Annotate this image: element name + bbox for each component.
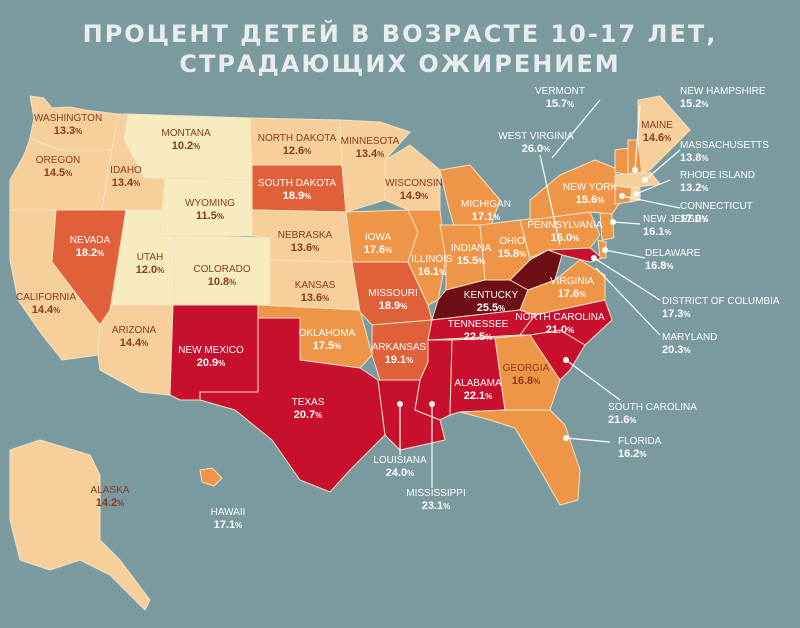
label-rhode-island: RHODE ISLAND 13.2% xyxy=(680,170,756,194)
label-oregon: OREGON 14.5% xyxy=(35,155,81,179)
label-new-jersey: NEW JERSEY 16.1% xyxy=(643,214,709,238)
label-arizona: ARIZONA 14.4% xyxy=(111,325,157,349)
leader-line xyxy=(634,104,641,171)
state-arizona[interactable] xyxy=(97,304,174,396)
label-west-virginia: WEST VIRGINIA 26.0% xyxy=(498,131,574,155)
leader-line xyxy=(539,154,561,246)
state-delaware[interactable] xyxy=(597,239,607,259)
label-kansas: KANSAS 13.6% xyxy=(294,280,336,304)
leader-dot xyxy=(563,435,569,441)
leader-line xyxy=(604,249,646,259)
label-indiana: INDIANA 15.5% xyxy=(450,243,492,267)
label-maryland: MARYLAND 20.3% xyxy=(662,332,718,356)
label-ohio: OHIO 15.8% xyxy=(497,236,527,260)
leader-dot xyxy=(642,177,648,183)
label-south-carolina: SOUTH CAROLINA 21.6% xyxy=(608,402,697,426)
label-louisiana: LOUISIANA 24.0% xyxy=(373,455,427,479)
leader-dot xyxy=(610,219,616,225)
label-wyoming: WYOMING 11.5% xyxy=(185,198,235,222)
leader-line xyxy=(644,149,681,181)
label-iowa: IOWA 17.6% xyxy=(363,232,393,256)
label-colorado: COLORADO 10.8% xyxy=(193,264,251,288)
label-new-hampshire: NEW HAMPSHIRE 15.2% xyxy=(680,86,766,110)
leader-line xyxy=(551,99,601,159)
label-florida: FLORIDA 16.2% xyxy=(618,436,662,460)
label-georgia: GEORGIA 16.8% xyxy=(502,363,550,387)
label-north-dakota: NORTH DAKOTA 12.6% xyxy=(257,133,337,157)
label-new-mexico: NEW MEXICO 20.9% xyxy=(178,345,244,369)
label-virginia: VIRGINIA 17.6% xyxy=(550,276,594,300)
label-hawaii: HAWAII 17.1% xyxy=(210,507,246,531)
label-pennsylvania: PENNSYLVANIA 16.0% xyxy=(527,220,603,244)
leader-line xyxy=(593,257,661,301)
leader-dot xyxy=(397,401,403,407)
leader-line xyxy=(612,221,641,225)
leader-dot xyxy=(632,167,638,173)
label-missouri: MISSOURI 18.9% xyxy=(368,288,418,312)
leader-line xyxy=(635,179,671,195)
leader-line xyxy=(565,359,621,401)
label-nevada: NEVADA 18.2% xyxy=(69,235,111,259)
label-alaska: ALASKA 14.2% xyxy=(90,485,130,509)
state-alaska[interactable] xyxy=(9,439,151,611)
label-washington: WASHINGTON 13.3% xyxy=(33,113,103,137)
label-utah: UTAH 12.0% xyxy=(135,252,165,276)
leader-lines xyxy=(397,99,681,488)
label-delaware: DELAWARE 16.8% xyxy=(645,248,701,272)
label-new-york: NEW YORK 15.6% xyxy=(562,182,618,206)
label-montana: MONTANA 10.2% xyxy=(161,128,211,152)
state-maine[interactable] xyxy=(637,95,691,173)
label-vermont: VERMONT 15.7% xyxy=(535,86,585,110)
label-tennessee: TENNESSEE 22.5% xyxy=(447,319,509,343)
label-mississippi: MISSISSIPPI 23.1% xyxy=(406,488,466,512)
state-hawaii[interactable] xyxy=(199,467,223,487)
state-massachusetts[interactable] xyxy=(614,171,661,189)
leader-dot xyxy=(633,191,639,197)
label-california: CALIFORNIA 14.4% xyxy=(15,292,77,316)
label-nebraska: NEBRASKA 13.6% xyxy=(277,230,333,254)
state-vermont[interactable] xyxy=(614,147,629,176)
title-line-2: СТРАДАЮЩИХ ОЖИРЕНИЕМ xyxy=(179,50,621,78)
label-north-carolina: NORTH CAROLINA 21.0% xyxy=(515,312,605,336)
state-illinois[interactable] xyxy=(407,209,447,306)
leader-dot xyxy=(619,193,625,199)
label-alabama: ALABAMA 22.1% xyxy=(454,378,502,402)
label-illinois: ILLINOIS 16.1% xyxy=(411,254,453,278)
label-connecticut: CONNECTICUT 17.0% xyxy=(680,201,753,225)
label-massachusetts: MASSACHUSETTS 13.8% xyxy=(680,140,769,164)
leader-dot xyxy=(429,401,435,407)
leader-line xyxy=(621,195,681,209)
leader-dot xyxy=(563,357,569,363)
label-kentucky: KENTUCKY 25.5% xyxy=(463,290,519,314)
leader-dot xyxy=(602,247,608,253)
label-idaho: IDAHO 13.4% xyxy=(110,165,142,189)
state-florida[interactable] xyxy=(459,409,581,506)
leader-line xyxy=(595,267,661,336)
label-texas: TEXAS 20.7% xyxy=(291,397,325,421)
label-wisconsin: WISCONSIN 14.9% xyxy=(385,178,443,202)
label-minnesota: MINNESOTA 13.4% xyxy=(340,136,400,160)
label-oklahoma: OKLAHOMA 17.5% xyxy=(298,328,356,352)
label-district-of-columbia: DISTRICT OF COLUMBIA 17.3% xyxy=(662,296,780,320)
label-maine: MAINE 14.6% xyxy=(641,120,673,144)
leader-dot xyxy=(591,255,597,261)
state-texas[interactable] xyxy=(199,317,386,493)
label-michigan: MICHIGAN 17.1% xyxy=(461,199,511,223)
title-line-1: ПРОЦЕНТ ДЕТЕЙ В ВОЗРАСТЕ 10-17 ЛЕТ, xyxy=(82,20,718,48)
leader-line xyxy=(565,437,611,443)
label-arkansas: ARKANSAS 19.1% xyxy=(371,342,427,366)
label-south-dakota: SOUTH DAKOTA 18.9% xyxy=(257,178,337,202)
